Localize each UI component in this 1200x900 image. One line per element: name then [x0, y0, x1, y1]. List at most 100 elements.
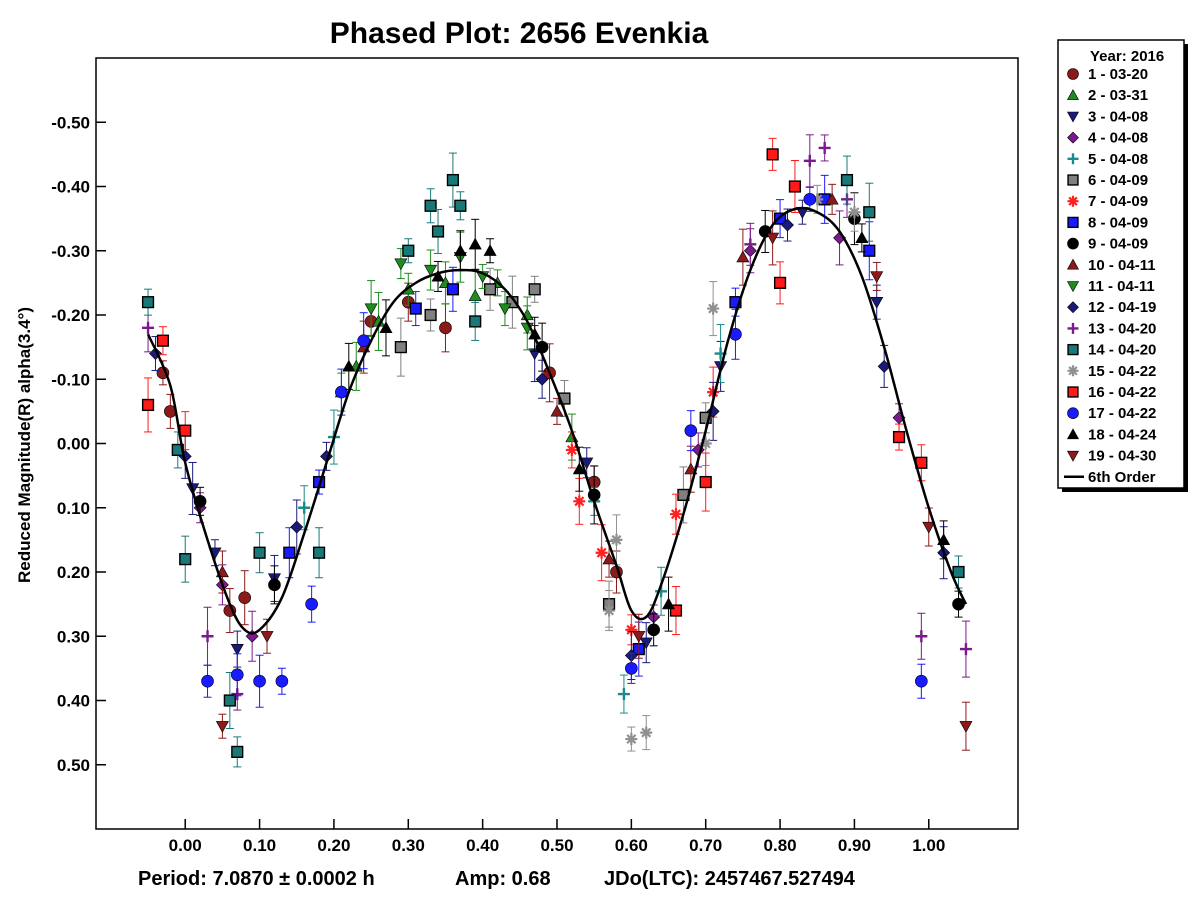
data-point	[625, 662, 638, 675]
y-tick-label: -0.50	[51, 113, 90, 132]
data-point	[766, 232, 780, 245]
data-point	[863, 206, 876, 219]
legend-marker	[1067, 174, 1079, 186]
data-point	[848, 206, 861, 219]
legend-entry-label: 1 - 03-20	[1088, 66, 1148, 83]
data-point	[453, 244, 467, 256]
data-point	[788, 180, 802, 193]
data-point	[439, 321, 452, 335]
x-tick-label: 0.70	[689, 836, 722, 855]
data-point	[335, 385, 348, 399]
data-point	[825, 192, 839, 205]
legend-marker	[1067, 301, 1079, 314]
data-point	[535, 372, 549, 386]
plot-area: 0.00 0.10 0.20 0.30 0.40 0.50 0.60 0.70 0.80 0.90…	[51, 57, 1019, 855]
data-point	[602, 552, 616, 565]
legend-marker	[1066, 281, 1080, 293]
x-tick-label: 0.80	[764, 836, 797, 855]
period-label: Period: 7.0870 ± 0.0002 h	[138, 868, 375, 890]
y-tick-label: -0.30	[51, 242, 90, 261]
legend-marker	[1067, 407, 1079, 420]
x-tick-label: 0.50	[540, 836, 573, 855]
data-point	[707, 302, 720, 315]
data-point	[922, 521, 936, 534]
legend-entry-label: 6 - 04-09	[1088, 172, 1148, 189]
data-point	[781, 218, 794, 232]
data-point	[364, 303, 378, 316]
data-point	[610, 533, 623, 546]
data-point	[617, 688, 630, 701]
y-tick-label: -0.40	[51, 178, 90, 197]
data-point	[669, 604, 683, 617]
data-point	[290, 520, 304, 534]
data-point	[811, 193, 824, 206]
legend-entry-label: 14 - 04-20	[1088, 342, 1156, 359]
data-point	[803, 154, 816, 167]
data-point	[260, 631, 274, 643]
legend-entry-label: 18 - 04-24	[1088, 426, 1157, 443]
legend-box	[1057, 39, 1185, 489]
y-tick-label: 0.10	[57, 499, 90, 518]
legend-title: Year: 2016	[1090, 48, 1164, 65]
legend-entry-label: 3 - 04-08	[1088, 108, 1148, 125]
data-point	[357, 334, 370, 348]
data-point	[483, 283, 497, 296]
data-point	[647, 623, 660, 637]
data-point	[312, 546, 326, 559]
data-point	[424, 199, 437, 212]
legend-entry-label: 12 - 04-19	[1088, 299, 1156, 316]
data-point	[632, 631, 646, 643]
legend-entry-label: 7 - 04-09	[1088, 193, 1148, 210]
data-point	[603, 604, 616, 617]
x-tick-label: 0.00	[169, 836, 202, 855]
data-point	[863, 244, 876, 257]
legend: Year: 2016 1 - 03-20 2 - 03-31 3 - 04-08 4 …	[1057, 39, 1188, 492]
legend-marker	[1066, 111, 1080, 123]
x-tick-label: 0.40	[466, 836, 499, 855]
data-point	[818, 141, 831, 154]
data-point	[215, 721, 229, 733]
data-point	[952, 565, 965, 579]
legend-marker	[1067, 322, 1079, 334]
legend-marker	[1067, 131, 1079, 144]
data-point	[424, 308, 437, 322]
data-point	[409, 302, 422, 315]
legend-entry-label: 15 - 04-22	[1088, 363, 1156, 380]
data-point	[855, 231, 869, 243]
data-point	[870, 297, 884, 309]
legend-entry-label: 10 - 04-11	[1088, 257, 1156, 274]
data-point	[342, 359, 356, 372]
fit-curve-6th-order	[146, 206, 968, 635]
legend-entry-label: 4 - 04-08	[1088, 130, 1148, 147]
y-tick-label: -0.10	[51, 370, 90, 389]
legend-marker	[1066, 89, 1080, 100]
data-point	[179, 424, 192, 437]
data-point	[699, 475, 712, 489]
data-point	[915, 674, 928, 688]
y-axis-ticks: -0.50 -0.40 -0.30 -0.20 -0.10 0.00 0.10 0.20 0.3…	[51, 113, 106, 775]
y-tick-label: 0.20	[57, 563, 90, 582]
legend-entry-label: 9 - 04-09	[1088, 236, 1148, 253]
legend-fit-label: 6th Order	[1088, 469, 1156, 486]
data-point	[870, 271, 884, 284]
legend-entry-label: 8 - 04-09	[1088, 214, 1148, 231]
legend-marker	[1067, 343, 1079, 356]
data-point	[662, 597, 676, 610]
data-point	[283, 546, 296, 559]
data-point	[550, 404, 564, 417]
data-point	[572, 462, 586, 475]
x-tick-label: 0.20	[317, 836, 350, 855]
data-point	[595, 546, 608, 559]
data-point	[803, 193, 817, 206]
data-point	[468, 237, 482, 250]
data-point	[253, 674, 266, 688]
data-point	[498, 303, 512, 316]
legend-entry-label: 19 - 04-30	[1088, 448, 1156, 465]
data-point	[773, 276, 787, 289]
data-point	[394, 258, 408, 271]
data-point	[454, 199, 467, 212]
data-point	[402, 244, 415, 257]
data-point	[915, 630, 928, 643]
data-point	[699, 437, 712, 450]
